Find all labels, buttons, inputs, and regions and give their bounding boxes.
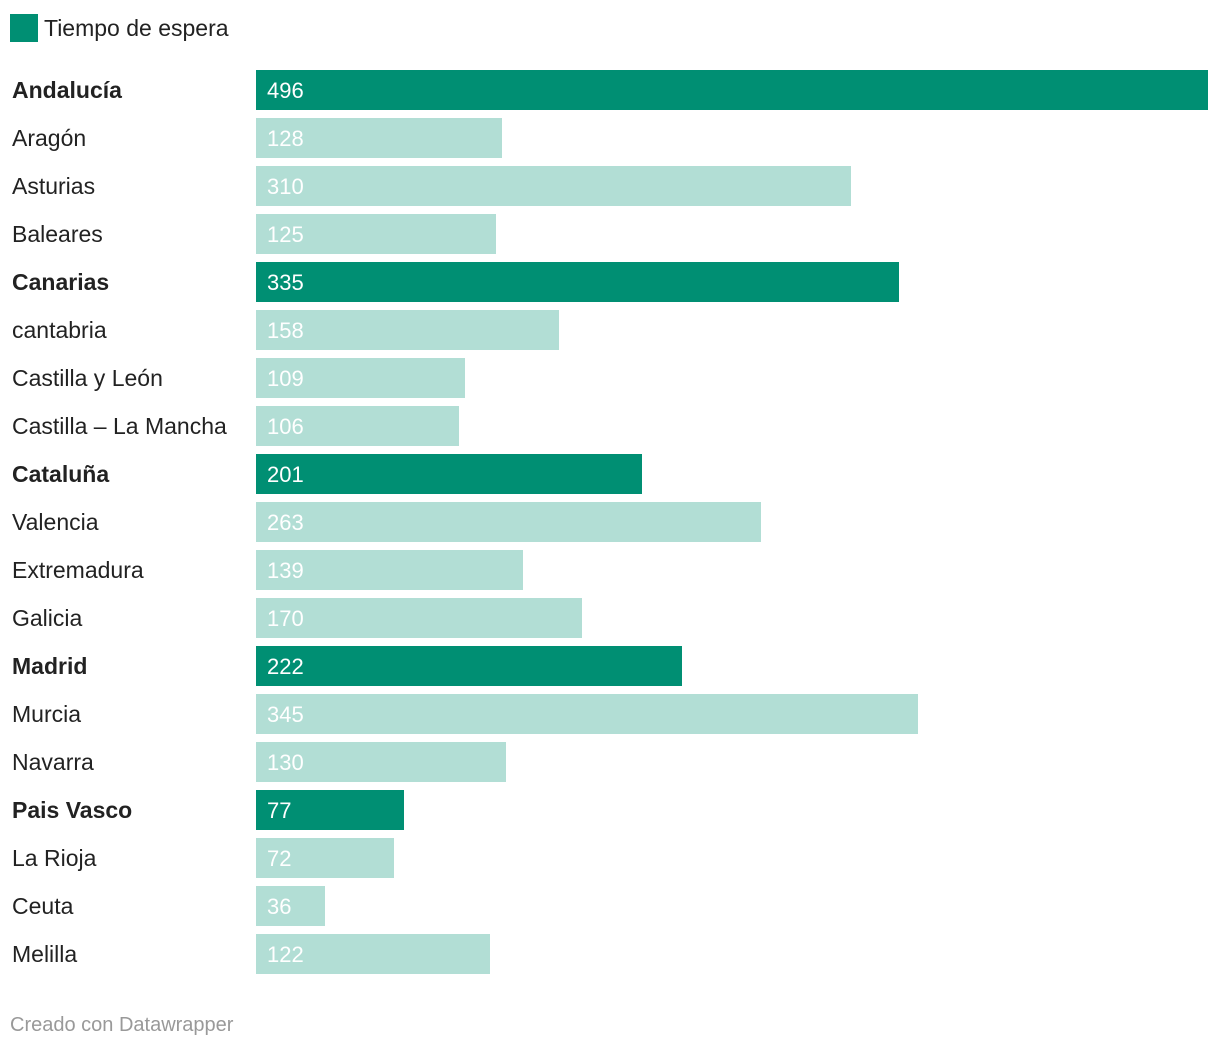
- value-label: 77: [267, 798, 291, 823]
- category-label: Cataluña: [12, 461, 109, 487]
- bar: [256, 166, 851, 206]
- bar-row: Asturias 310: [12, 166, 851, 206]
- value-label: 170: [267, 606, 304, 631]
- bar-row: Canarias 335: [12, 262, 899, 302]
- value-label: 345: [267, 702, 304, 727]
- category-label: Navarra: [12, 749, 94, 775]
- bar: [256, 118, 502, 158]
- bar: [256, 70, 1208, 110]
- category-label: Andalucía: [12, 77, 122, 103]
- bar: [256, 310, 559, 350]
- category-label: La Rioja: [12, 845, 97, 871]
- legend-label: Tiempo de espera: [44, 15, 229, 41]
- bar: [256, 790, 404, 830]
- category-label: Melilla: [12, 941, 77, 967]
- bar: [256, 358, 465, 398]
- value-label: 122: [267, 942, 304, 967]
- bar-row: cantabria 158: [12, 310, 559, 350]
- value-label: 106: [267, 414, 304, 439]
- bar: [256, 214, 496, 254]
- bar: [256, 262, 899, 302]
- value-label: 310: [267, 174, 304, 199]
- bar-row: Ceuta 36: [12, 886, 325, 926]
- bar: [256, 406, 459, 446]
- category-label: Galicia: [12, 605, 83, 631]
- category-label: Madrid: [12, 653, 87, 679]
- bar: [256, 598, 582, 638]
- bar-row: Melilla 122: [12, 934, 490, 974]
- legend-swatch: [10, 14, 38, 42]
- value-label: 201: [267, 462, 304, 487]
- category-label: Pais Vasco: [12, 797, 132, 823]
- value-label: 125: [267, 222, 304, 247]
- bar: [256, 886, 325, 926]
- bar-row: Pais Vasco 77: [12, 790, 404, 830]
- bar: [256, 934, 490, 974]
- footer-credit: Creado con Datawrapper: [10, 1014, 234, 1036]
- bar-row: Baleares 125: [12, 214, 496, 254]
- value-label: 496: [267, 78, 304, 103]
- bar-row: Extremadura 139: [12, 550, 523, 590]
- bar-row: Andalucía 496: [12, 70, 1208, 110]
- category-label: Extremadura: [12, 557, 144, 583]
- value-label: 139: [267, 558, 304, 583]
- bar-row: Navarra 130: [12, 742, 506, 782]
- bar-row: Galicia 170: [12, 598, 582, 638]
- bar-row: Murcia 345: [12, 694, 918, 734]
- bar-row: Aragón 128: [12, 118, 502, 158]
- category-label: Aragón: [12, 125, 86, 151]
- value-label: 130: [267, 750, 304, 775]
- bar: [256, 694, 918, 734]
- value-label: 263: [267, 510, 304, 535]
- category-label: Murcia: [12, 701, 81, 727]
- value-label: 128: [267, 126, 304, 151]
- value-label: 335: [267, 270, 304, 295]
- category-label: Baleares: [12, 221, 103, 247]
- bar-row: Valencia 263: [12, 502, 761, 542]
- bar-row: Cataluña 201: [12, 454, 642, 494]
- bar: [256, 502, 761, 542]
- bar: [256, 454, 642, 494]
- bar: [256, 838, 394, 878]
- bar-row: Madrid 222: [12, 646, 682, 686]
- bar: [256, 742, 506, 782]
- category-label: Valencia: [12, 509, 99, 535]
- value-label: 72: [267, 846, 291, 871]
- value-label: 158: [267, 318, 304, 343]
- bar-row: Castilla y León 109: [12, 358, 465, 398]
- category-label: Castilla – La Mancha: [12, 413, 227, 439]
- value-label: 109: [267, 366, 304, 391]
- category-label: cantabria: [12, 317, 107, 343]
- category-label: Ceuta: [12, 893, 74, 919]
- value-label: 222: [267, 654, 304, 679]
- legend: Tiempo de espera: [10, 14, 229, 42]
- bar: [256, 550, 523, 590]
- category-label: Castilla y León: [12, 365, 163, 391]
- category-label: Asturias: [12, 173, 95, 199]
- bar-row: La Rioja 72: [12, 838, 394, 878]
- value-label: 36: [267, 894, 291, 919]
- category-label: Canarias: [12, 269, 109, 295]
- bar-row: Castilla – La Mancha 106: [12, 406, 459, 446]
- bar: [256, 646, 682, 686]
